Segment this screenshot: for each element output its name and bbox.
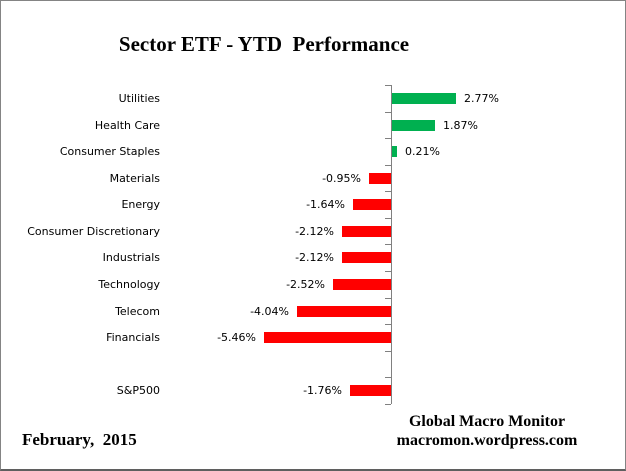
axis-tick [385,324,391,325]
category-label: Technology [98,278,160,291]
value-label: 1.87% [443,119,478,132]
footer-source-line1: Global Macro Monitor [408,413,566,430]
bar-negative [342,252,391,263]
axis-tick [385,244,391,245]
axis-tick [385,404,391,405]
value-label: -0.95% [322,172,361,185]
axis-tick [385,298,391,299]
axis-tick [385,351,391,352]
bar-positive [392,120,435,131]
value-axis [391,85,392,404]
bar-positive [392,93,456,104]
category-label: Health Care [94,119,160,132]
bar-negative [369,173,391,184]
bar-negative [297,306,391,317]
value-label: -1.64% [306,198,345,211]
bar-negative [333,279,391,290]
value-label: -5.46% [217,331,256,344]
category-label: Utilities [118,92,160,105]
axis-tick [385,377,391,378]
bar-negative [350,385,391,396]
value-label: 2.77% [464,92,499,105]
footer-source-line2: macromon.wordpress.com [396,432,578,449]
footer-date: February, 2015 [22,430,137,449]
bar-negative [264,332,391,343]
axis-tick [385,271,391,272]
category-label: Consumer Discretionary [27,225,160,238]
category-label: S&P500 [116,384,160,397]
footer-source: Global Macro Monitor macromon.wordpress.… [347,412,625,450]
value-label: 0.21% [405,145,440,158]
axis-tick [385,138,391,139]
chart-title: Sector ETF - YTD Performance [118,32,410,56]
value-label: -1.76% [303,384,342,397]
axis-tick [385,112,391,113]
bar-negative [353,199,391,210]
value-label: -2.12% [295,251,334,264]
value-label: -2.52% [286,278,325,291]
axis-tick [385,85,391,86]
axis-tick [385,218,391,219]
category-label: Materials [109,172,160,185]
category-label: Industrials [102,251,160,264]
bar-positive [392,146,397,157]
bar-negative [342,226,391,237]
category-label: Energy [121,198,160,211]
axis-tick [385,165,391,166]
category-label: Telecom [115,305,160,318]
value-label: -2.12% [295,225,334,238]
axis-tick [385,191,391,192]
value-label: -4.04% [250,305,289,318]
category-label: Consumer Staples [59,145,160,158]
category-label: Financials [106,331,160,344]
